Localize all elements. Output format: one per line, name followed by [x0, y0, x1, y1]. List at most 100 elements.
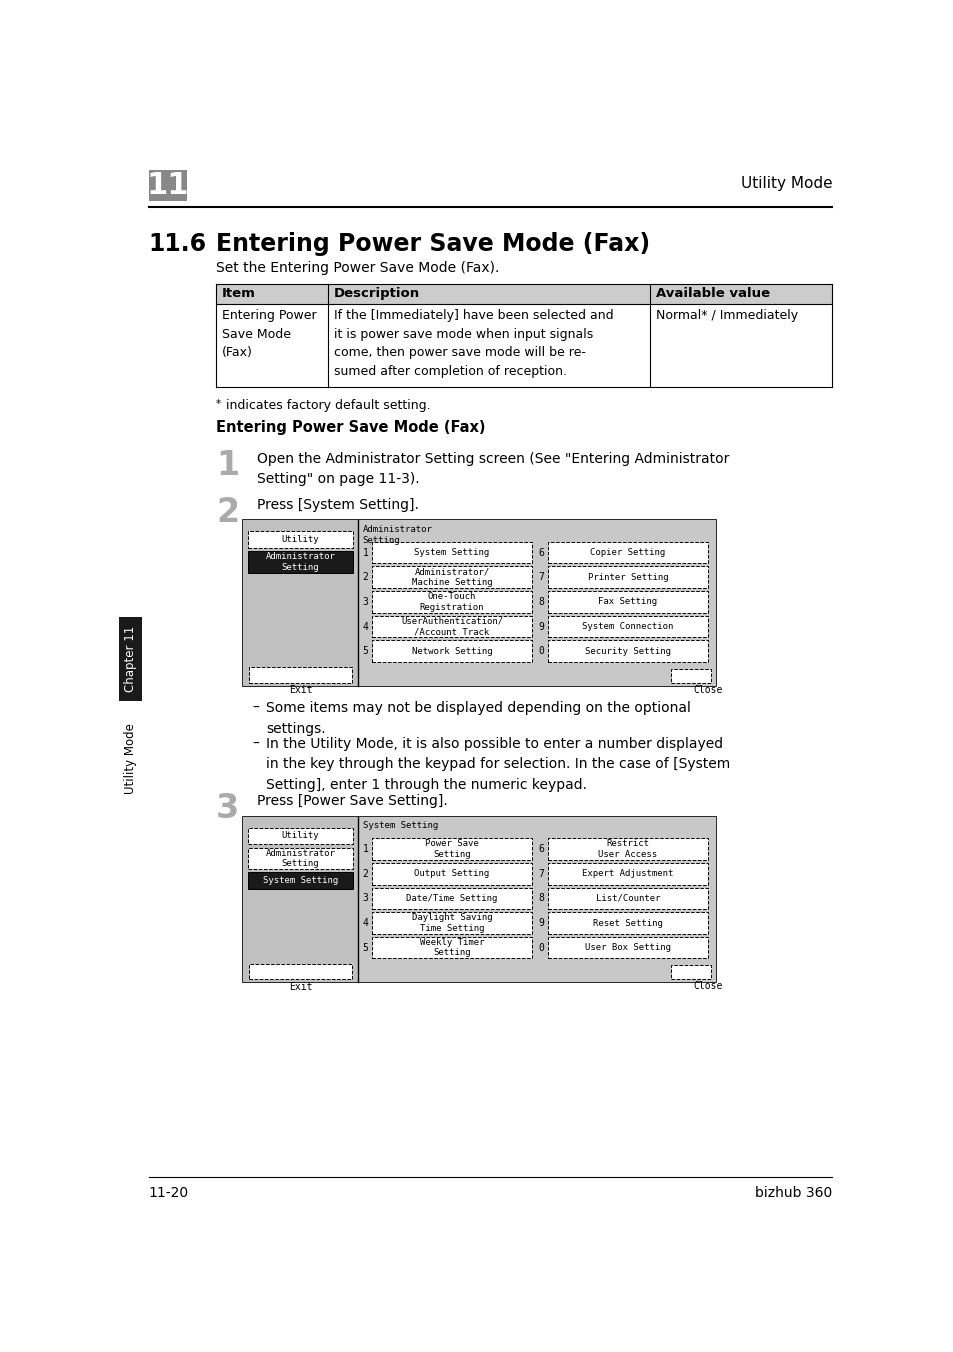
Text: 1: 1: [362, 844, 368, 854]
Text: System Setting: System Setting: [263, 876, 338, 886]
Bar: [249, 964, 352, 979]
Text: Administrator
Setting: Administrator Setting: [265, 849, 335, 868]
Bar: [547, 887, 707, 909]
Text: *: *: [216, 399, 221, 408]
Text: 8: 8: [537, 894, 544, 903]
Bar: [372, 542, 532, 564]
Text: 0: 0: [537, 942, 544, 953]
Text: Open the Administrator Setting screen (See "Entering Administrator
Setting" on p: Open the Administrator Setting screen (S…: [257, 452, 729, 487]
Bar: [372, 838, 532, 860]
Bar: [372, 591, 532, 612]
Text: In the Utility Mode, it is also possible to enter a number displayed
in the key : In the Utility Mode, it is also possible…: [266, 737, 730, 792]
Text: 4: 4: [362, 622, 368, 631]
Text: 3: 3: [216, 792, 239, 825]
Bar: [547, 863, 707, 884]
Text: 1: 1: [362, 548, 368, 557]
Text: Copier Setting: Copier Setting: [590, 548, 665, 557]
Bar: [372, 887, 532, 909]
Bar: [547, 937, 707, 959]
Text: 8: 8: [537, 598, 544, 607]
Text: 4: 4: [362, 918, 368, 927]
Text: Administrator
Setting: Administrator Setting: [362, 525, 432, 545]
Text: Reset Setting: Reset Setting: [593, 918, 662, 927]
Text: Press [System Setting].: Press [System Setting].: [257, 498, 418, 512]
Bar: [248, 848, 353, 869]
Bar: [248, 827, 353, 845]
Text: Set the Entering Power Save Mode (Fax).: Set the Entering Power Save Mode (Fax).: [216, 261, 499, 274]
Bar: [372, 937, 532, 959]
Bar: [243, 521, 357, 685]
Text: Output Setting: Output Setting: [414, 869, 489, 879]
Text: –: –: [253, 737, 259, 750]
Bar: [243, 521, 716, 685]
Text: Utility: Utility: [281, 831, 319, 841]
Text: List/Counter: List/Counter: [596, 894, 659, 903]
Text: Restrict
User Access: Restrict User Access: [598, 840, 657, 859]
Bar: [119, 617, 142, 702]
Bar: [357, 817, 716, 983]
Text: Available value: Available value: [655, 288, 769, 300]
Bar: [357, 521, 716, 685]
Bar: [547, 838, 707, 860]
Text: –: –: [253, 702, 259, 715]
Text: Administrator
Setting: Administrator Setting: [265, 552, 335, 572]
Text: Exit: Exit: [289, 685, 312, 695]
Text: 11.6: 11.6: [149, 231, 207, 256]
Text: Administrator/
Machine Setting: Administrator/ Machine Setting: [412, 568, 492, 587]
Bar: [372, 641, 532, 662]
Text: Daylight Saving
Time Setting: Daylight Saving Time Setting: [412, 914, 492, 933]
Text: System Setting: System Setting: [362, 822, 437, 830]
Bar: [149, 170, 187, 200]
Text: 2: 2: [362, 572, 368, 583]
Bar: [243, 817, 357, 983]
Bar: [670, 669, 711, 683]
Text: Press [Power Save Setting].: Press [Power Save Setting].: [257, 795, 448, 808]
Text: Description: Description: [334, 288, 419, 300]
Text: Weekly Timer
Setting: Weekly Timer Setting: [419, 938, 484, 957]
Bar: [248, 872, 353, 890]
Text: 6: 6: [537, 844, 544, 854]
Text: Printer Setting: Printer Setting: [587, 573, 668, 581]
Bar: [670, 965, 711, 979]
Text: Utility Mode: Utility Mode: [740, 176, 831, 191]
Text: UserAuthentication/
/Account Track: UserAuthentication/ /Account Track: [400, 617, 502, 637]
Text: 7: 7: [537, 869, 544, 879]
Bar: [216, 284, 831, 304]
Text: 0: 0: [537, 646, 544, 656]
Bar: [248, 552, 353, 573]
Text: 6: 6: [537, 548, 544, 557]
Text: Entering Power
Save Mode
(Fax): Entering Power Save Mode (Fax): [221, 310, 315, 360]
Bar: [243, 817, 716, 983]
Text: 9: 9: [537, 622, 544, 631]
Text: 2: 2: [362, 869, 368, 879]
Bar: [547, 542, 707, 564]
Text: 1: 1: [216, 449, 239, 483]
Text: If the [Immediately] have been selected and
it is power save mode when input sig: If the [Immediately] have been selected …: [334, 310, 613, 377]
Bar: [547, 566, 707, 588]
Text: Date/Time Setting: Date/Time Setting: [406, 894, 497, 903]
Text: Item: Item: [221, 288, 255, 300]
Text: bizhub 360: bizhub 360: [754, 1186, 831, 1201]
Text: indicates factory default setting.: indicates factory default setting.: [221, 399, 430, 411]
Text: Utility Mode: Utility Mode: [124, 723, 137, 795]
Bar: [547, 641, 707, 662]
Text: Chapter 11: Chapter 11: [124, 626, 137, 692]
Bar: [547, 615, 707, 637]
Text: One-Touch
Registration: One-Touch Registration: [419, 592, 484, 611]
Text: Network Setting: Network Setting: [412, 646, 492, 656]
Text: Fax Setting: Fax Setting: [598, 598, 657, 607]
Text: Exit: Exit: [289, 982, 312, 992]
Text: Normal* / Immediately: Normal* / Immediately: [655, 310, 797, 322]
Text: Entering Power Save Mode (Fax): Entering Power Save Mode (Fax): [216, 231, 650, 256]
Text: Close: Close: [693, 684, 722, 695]
Text: 5: 5: [362, 646, 368, 656]
Bar: [372, 913, 532, 934]
Text: 11-20: 11-20: [149, 1186, 189, 1201]
Text: Utility: Utility: [281, 535, 319, 544]
Text: 9: 9: [537, 918, 544, 927]
Text: Expert Adjustment: Expert Adjustment: [581, 869, 673, 879]
Text: User Box Setting: User Box Setting: [584, 944, 670, 952]
Text: System Setting: System Setting: [414, 548, 489, 557]
Text: Close: Close: [693, 982, 722, 991]
Text: 11: 11: [147, 170, 189, 200]
